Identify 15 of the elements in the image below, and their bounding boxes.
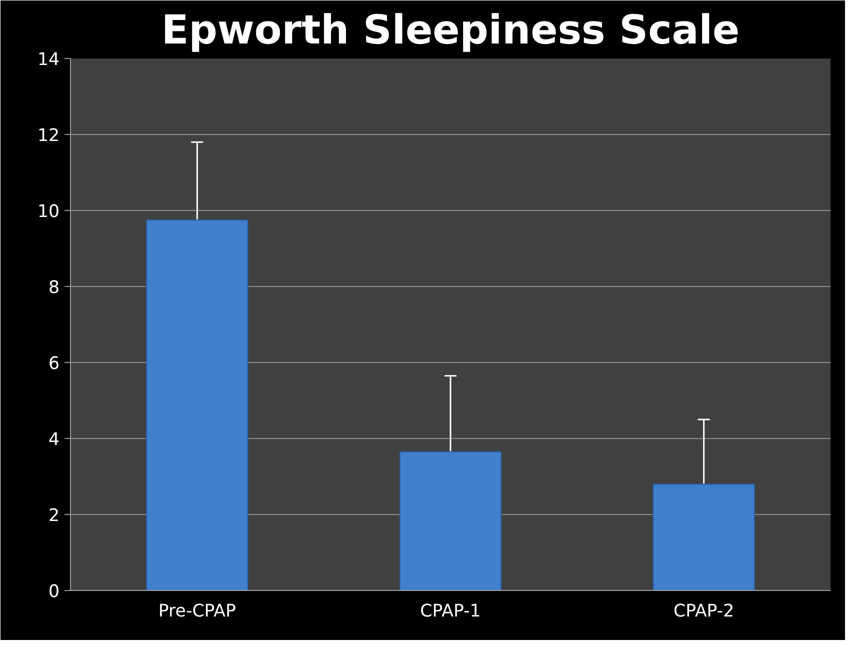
y-tick-label: 10 — [37, 202, 60, 222]
y-tick-label: 2 — [48, 506, 60, 526]
y-tick-label: 0 — [48, 582, 60, 602]
y-tick-label: 12 — [37, 126, 60, 146]
x-tick-label: CPAP-1 — [420, 602, 481, 622]
chart-title: Epworth Sleepiness Scale — [161, 8, 740, 54]
y-tick-label: 6 — [48, 354, 60, 374]
bar — [146, 220, 248, 590]
x-tick-label: CPAP-2 — [674, 602, 734, 622]
x-tick-label: Pre-CPAP — [158, 602, 236, 622]
y-tick-label: 4 — [48, 430, 60, 450]
y-tick-label: 8 — [48, 278, 60, 298]
y-tick-label: 14 — [37, 50, 60, 70]
bar — [399, 451, 502, 590]
bar — [652, 484, 755, 590]
